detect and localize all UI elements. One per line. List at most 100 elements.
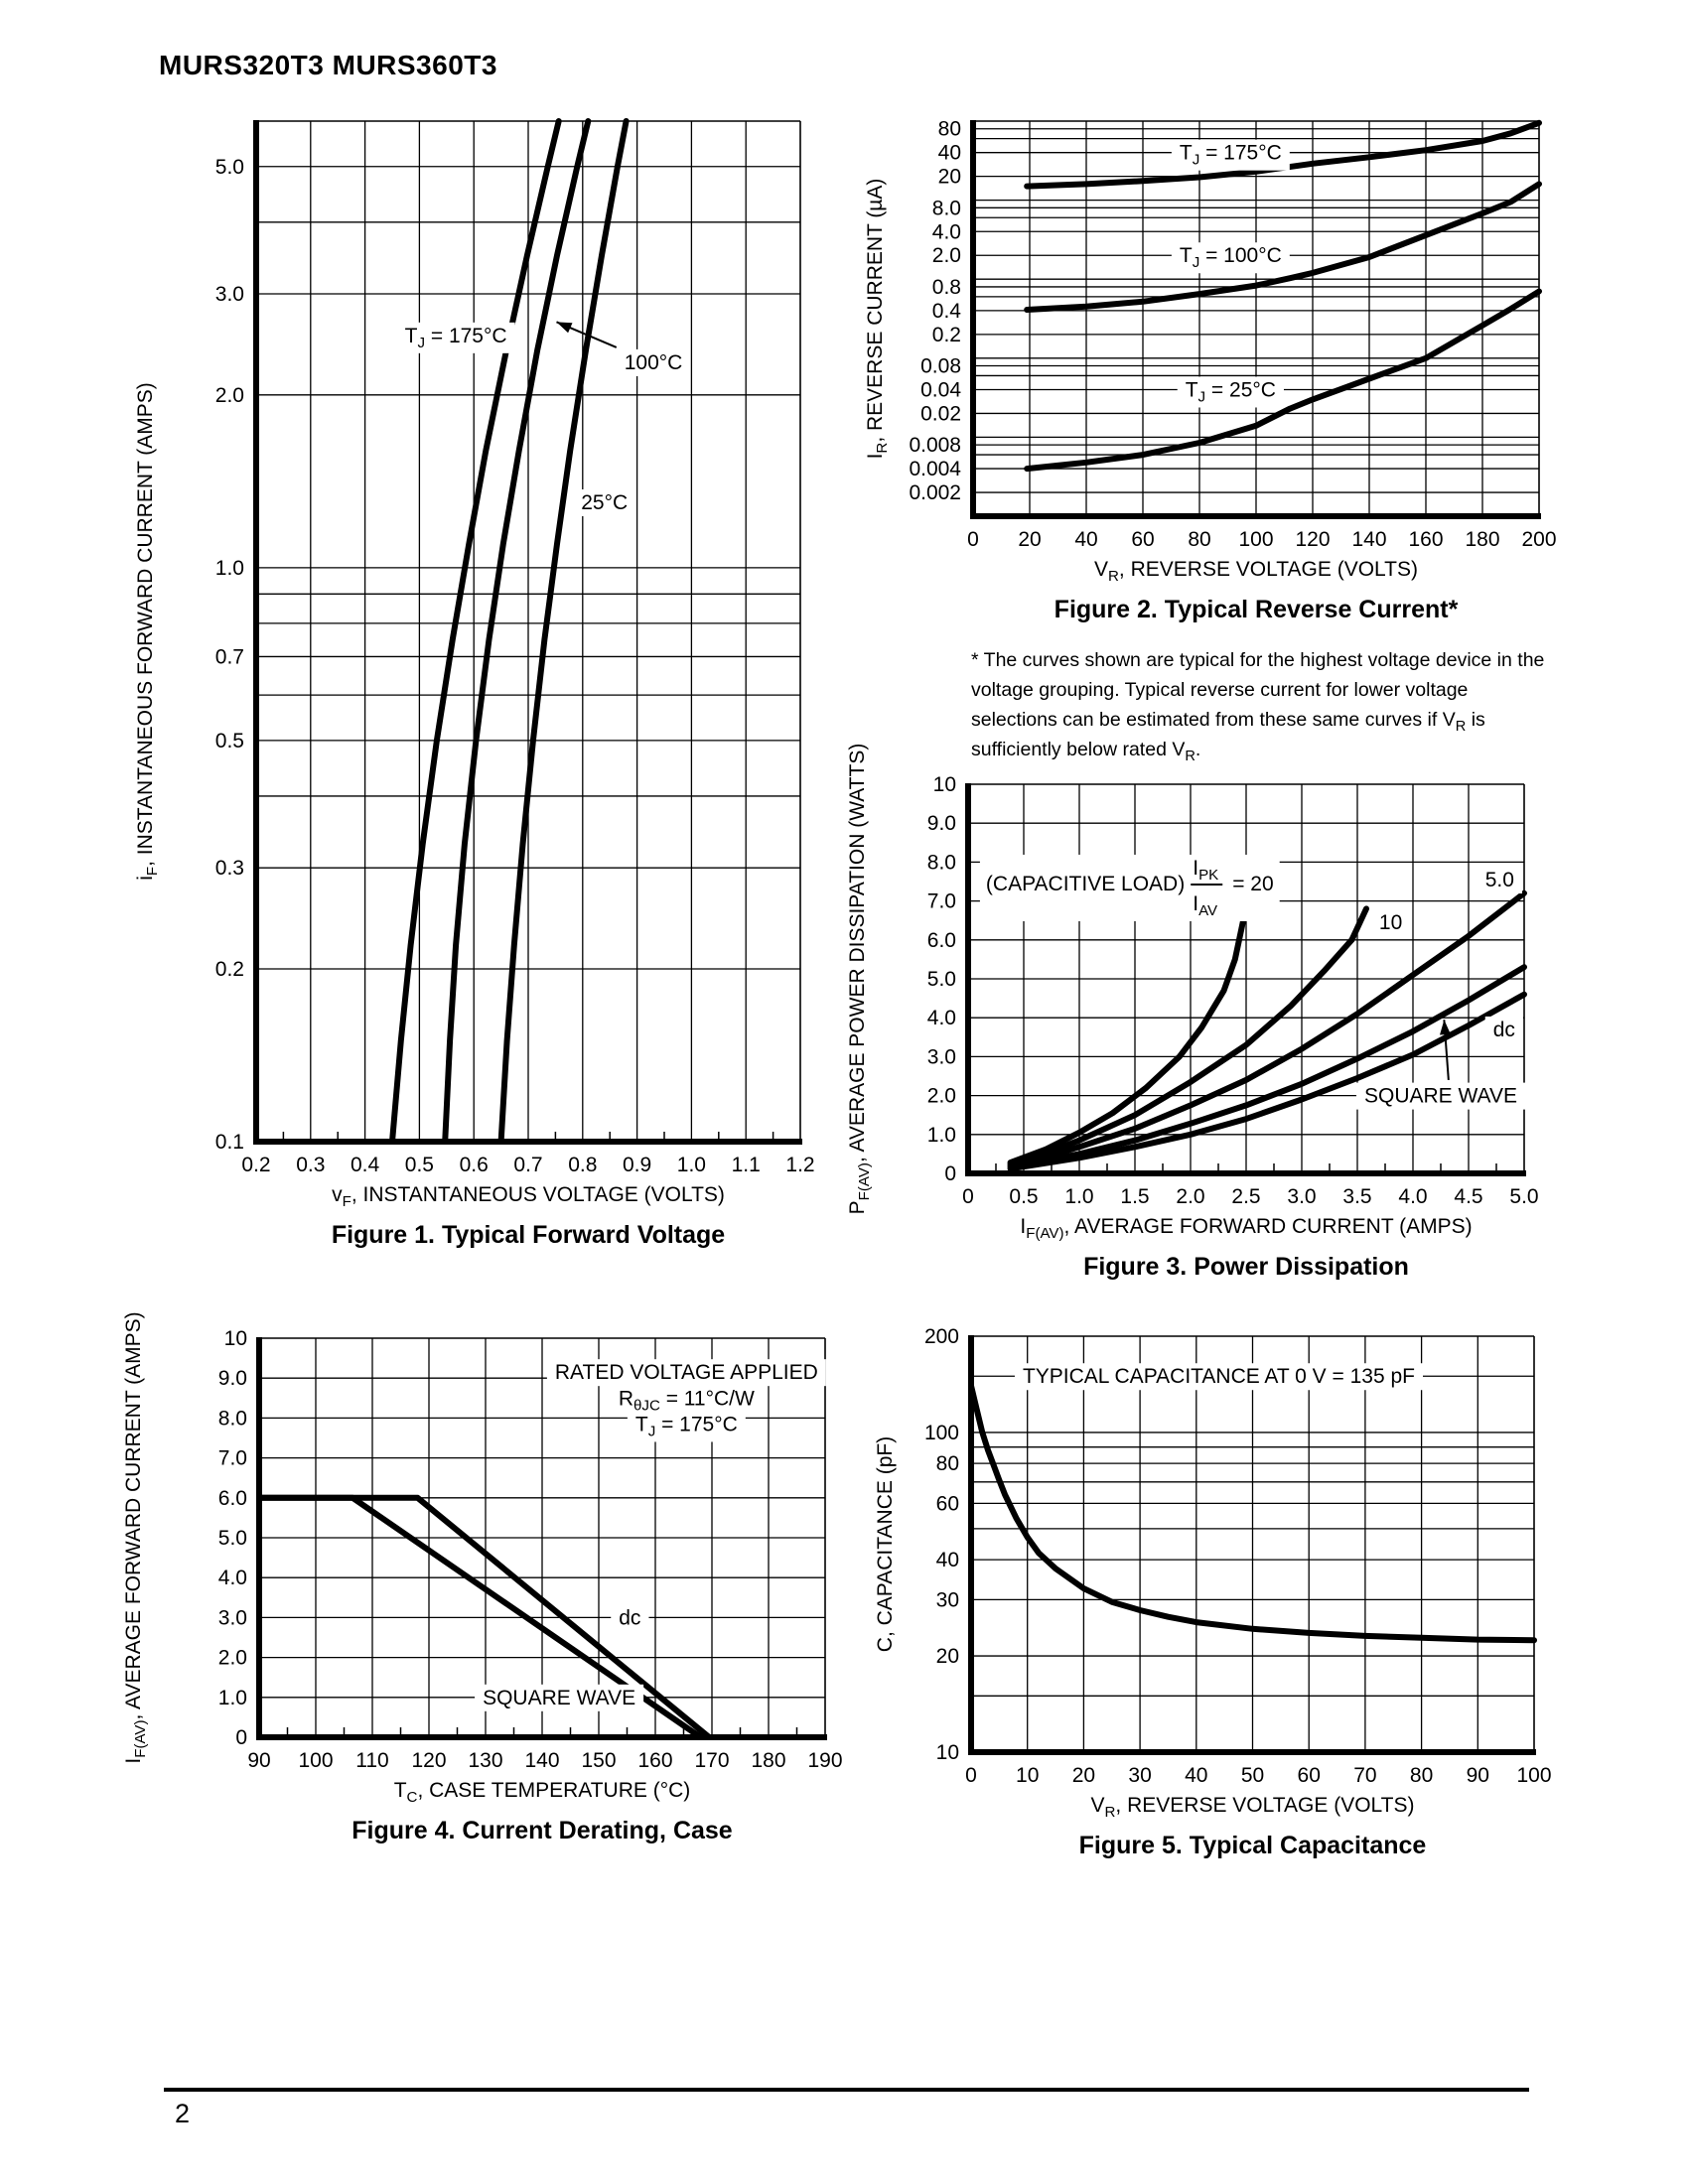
annotation-label: RATED VOLTAGE APPLIED — [555, 1361, 818, 1384]
footer-divider — [164, 2088, 1529, 2092]
svg-text:60: 60 — [936, 1492, 959, 1515]
svg-text:120: 120 — [1295, 528, 1330, 551]
series — [256, 1494, 713, 1740]
svg-text:40: 40 — [1074, 528, 1097, 551]
fig4-svg: 90 100 110 120 130 140 150 160 170 180 190 10 9.0 8.0… — [122, 1311, 843, 1844]
annotation-label: 10 — [1379, 911, 1402, 934]
svg-text:8.0: 8.0 — [932, 197, 961, 219]
arrowhead-icon — [556, 322, 573, 334]
svg-text:9.0: 9.0 — [218, 1367, 247, 1390]
svg-text:110: 110 — [355, 1749, 388, 1772]
annotation-label: dc — [619, 1606, 640, 1629]
plot-frame — [965, 783, 1526, 1176]
annotation-label: dc — [1493, 1019, 1515, 1041]
series — [1024, 119, 1542, 473]
svg-text:100: 100 — [1238, 528, 1273, 551]
svg-text:8.0: 8.0 — [927, 851, 956, 874]
svg-text:50: 50 — [1241, 1764, 1264, 1787]
tick-labels: 0.2 0.3 0.4 0.5 0.6 0.7 0.8 0.9 1.0 1.1 1.2 5.0 3.0 2… — [215, 156, 815, 1176]
svg-text:2.0: 2.0 — [927, 1085, 956, 1108]
svg-text:IAV: IAV — [1193, 892, 1217, 919]
arrowhead-icon — [1440, 1020, 1451, 1035]
svg-text:1.0: 1.0 — [927, 1124, 956, 1147]
y-axis-title: PF(AV), AVERAGE POWER DISSIPATION (WATTS… — [846, 745, 873, 1214]
svg-text:3.0: 3.0 — [927, 1045, 956, 1068]
svg-text:0: 0 — [235, 1726, 247, 1749]
figure3-power-dissipation-chart: 0 0.5 1.0 1.5 2.0 2.5 3.0 3.5 4.0 4.5 5.0 10 9.0 8.0 7… — [844, 744, 1579, 1302]
svg-text:0.2: 0.2 — [932, 324, 961, 346]
svg-text:2.0: 2.0 — [215, 384, 244, 407]
annotation-label: SQUARE WAVE — [483, 1687, 635, 1709]
gridlines — [971, 1336, 1534, 1752]
annotation-label: 5.0 — [1485, 869, 1514, 891]
axis-titles: VR, REVERSE VOLTAGE (VOLTS) C, CAPACITANC… — [874, 1436, 1426, 1859]
svg-text:180: 180 — [751, 1749, 785, 1772]
figure4-current-derating-chart: 90 100 110 120 130 140 150 160 170 180 190 10 9.0 8.0… — [109, 1300, 844, 1871]
figure1-typical-forward-voltage-chart: 0.2 0.3 0.4 0.5 0.6 0.7 0.8 0.9 1.0 1.1 1.2 5.0 3.0 2… — [109, 79, 844, 1281]
gridlines — [973, 121, 1539, 516]
series-IPK/IAV = 20 — [1007, 903, 1249, 1165]
svg-text:0.5: 0.5 — [1009, 1185, 1038, 1208]
fig2-svg: 0 20 40 60 80 100 120 140 160 180 2008040208.04.02… — [864, 118, 1557, 623]
plot-frame — [970, 120, 1541, 519]
series-TJ = 25°C — [1024, 288, 1542, 473]
svg-text:0.002: 0.002 — [909, 481, 961, 504]
annotation-label: TYPICAL CAPACITANCE AT 0 V = 135 pF — [1023, 1365, 1415, 1388]
annotation-label: RθJC = 11°C/W — [619, 1387, 755, 1414]
svg-text:160: 160 — [637, 1749, 672, 1772]
fig1-svg: 0.2 0.3 0.4 0.5 0.6 0.7 0.8 0.9 1.0 1.1 1.2 5.0 3.0 2… — [134, 118, 815, 1249]
y-axis-title: IF(AV), AVERAGE FORWARD CURRENT (AMPS) — [122, 1311, 149, 1763]
svg-text:0.8: 0.8 — [932, 276, 961, 299]
svg-text:0.5: 0.5 — [215, 730, 244, 752]
svg-text:2.0: 2.0 — [218, 1647, 247, 1670]
tick-labels: 0 10 20 30 40 50 60 70 80 90 100 200 100 80 60 40 30 20 10 — [924, 1325, 1552, 1787]
svg-text:200: 200 — [924, 1325, 959, 1348]
series-TJ = 100°C — [442, 118, 592, 1145]
svg-text:100: 100 — [298, 1749, 333, 1772]
svg-text:80: 80 — [938, 118, 961, 141]
series — [389, 118, 630, 1145]
figure-caption: Figure 1. Typical Forward Voltage — [332, 1221, 725, 1249]
svg-text:4.0: 4.0 — [1398, 1185, 1427, 1208]
svg-text:0: 0 — [965, 1764, 977, 1787]
svg-text:30: 30 — [1128, 1764, 1151, 1787]
tick-labels: 0 20 40 60 80 100 120 140 160 180 2008040208.04.02… — [909, 118, 1556, 551]
series-TJ = 175°C — [389, 118, 562, 1145]
svg-text:190: 190 — [807, 1749, 842, 1772]
svg-text:120: 120 — [411, 1749, 446, 1772]
svg-text:1.0: 1.0 — [1064, 1185, 1093, 1208]
svg-text:80: 80 — [936, 1452, 959, 1475]
svg-text:90: 90 — [247, 1749, 270, 1772]
svg-text:70: 70 — [1353, 1764, 1376, 1787]
annotation-label: TJ = 100°C — [1180, 244, 1282, 271]
svg-text:3.0: 3.0 — [1287, 1185, 1316, 1208]
series-SQUARE WAVE — [1007, 964, 1527, 1170]
svg-text:60: 60 — [1131, 528, 1154, 551]
gridlines — [256, 121, 800, 1142]
svg-text:150: 150 — [581, 1749, 616, 1772]
plot-frame — [256, 1337, 827, 1740]
svg-text:0.8: 0.8 — [568, 1154, 597, 1176]
svg-text:100: 100 — [1516, 1764, 1551, 1787]
series-TJ = 100°C — [1024, 181, 1542, 313]
svg-text:4.0: 4.0 — [932, 220, 961, 243]
x-axis-title: IF(AV), AVERAGE FORWARD CURRENT (AMPS) — [1020, 1215, 1472, 1242]
svg-text:170: 170 — [694, 1749, 729, 1772]
series-IPK/IAV = 10 — [1007, 905, 1369, 1167]
svg-text:5.0: 5.0 — [218, 1527, 247, 1550]
svg-text:30: 30 — [936, 1588, 959, 1611]
svg-text:200: 200 — [1521, 528, 1556, 551]
series-IPK/IAV = 5.0 — [1007, 889, 1527, 1169]
annotation-label: TJ = 25°C — [1186, 378, 1276, 405]
svg-text:0: 0 — [944, 1162, 956, 1185]
svg-text:4.0: 4.0 — [927, 1007, 956, 1029]
svg-text:20: 20 — [936, 1645, 959, 1668]
tick-labels: 90 100 110 120 130 140 150 160 170 180 190 10 9.0 8.0… — [218, 1327, 843, 1772]
x-axis-title: VR, REVERSE VOLTAGE (VOLTS) — [1091, 1794, 1415, 1821]
page-title: MURS320T3 MURS360T3 — [159, 50, 497, 80]
fig3-svg: 0 0.5 1.0 1.5 2.0 2.5 3.0 3.5 4.0 4.5 5.0 10 9.0 8.0 7… — [846, 744, 1539, 1281]
svg-text:4.0: 4.0 — [218, 1567, 247, 1589]
svg-text:10: 10 — [1016, 1764, 1039, 1787]
svg-text:60: 60 — [1298, 1764, 1321, 1787]
svg-text:0.08: 0.08 — [920, 355, 961, 378]
